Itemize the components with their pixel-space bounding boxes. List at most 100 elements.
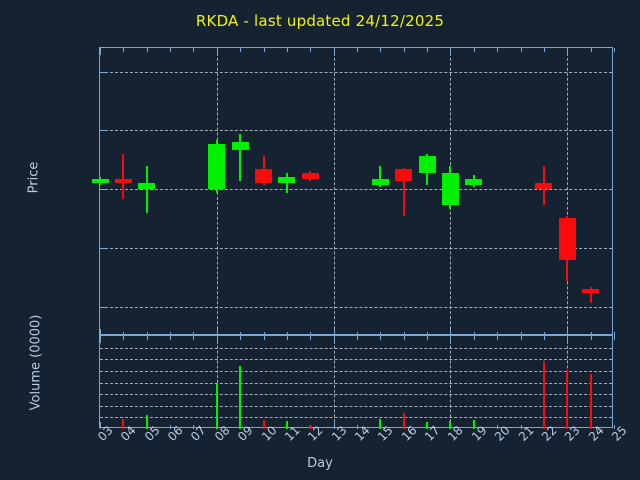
day-tick-mark	[333, 48, 335, 55]
volume-axis-label: Volume (0000)	[28, 314, 44, 411]
day-tick-mark	[170, 332, 172, 336]
day-tick-mark	[427, 332, 429, 336]
day-tick-mark	[216, 329, 218, 336]
day-tick-mark	[123, 48, 125, 52]
day-tick-mark	[614, 332, 615, 336]
price-tick-mark	[100, 247, 105, 249]
price-gridline	[100, 130, 612, 132]
day-tick-mark	[357, 332, 358, 336]
price-gridline	[100, 247, 612, 249]
day-tick-mark	[567, 329, 569, 336]
candle-body	[278, 177, 296, 184]
candlestick	[582, 48, 600, 336]
day-tick-mark	[567, 336, 569, 343]
candlestick	[114, 48, 132, 336]
day-tick-mark	[333, 329, 335, 336]
candle-body	[395, 169, 413, 182]
day-tick-mark	[170, 48, 172, 52]
day-tick-mark	[216, 336, 218, 343]
day-tick-mark	[380, 332, 382, 336]
volume-bar	[589, 373, 592, 429]
day-tick-mark	[193, 425, 195, 429]
day-tick-mark	[146, 336, 148, 340]
day-tick-mark	[263, 48, 265, 52]
day-tick-mark	[590, 332, 592, 336]
day-tick-mark	[100, 48, 101, 55]
volume-gridline	[100, 405, 612, 407]
volume-bar	[426, 422, 429, 429]
day-tick-mark	[286, 48, 288, 52]
day-tick-mark	[497, 336, 499, 340]
candlestick	[371, 48, 389, 336]
candlestick	[558, 48, 576, 336]
day-tick-mark	[123, 332, 125, 336]
day-tick-mark	[310, 48, 312, 52]
chart-title: RKDA - last updated 24/12/2025	[195, 12, 445, 30]
day-tick-mark	[473, 332, 475, 336]
day-tick-mark	[497, 332, 499, 336]
price-gridline	[100, 306, 612, 308]
volume-gridline	[100, 370, 612, 372]
candle-body	[231, 142, 249, 150]
volume-bar	[262, 420, 265, 429]
day-tick-mark	[240, 48, 242, 52]
candle-body	[91, 179, 109, 184]
day-tick-mark	[357, 425, 358, 429]
candlestick	[418, 48, 436, 336]
day-tick-mark	[520, 332, 522, 336]
volume-bar	[239, 365, 242, 429]
day-tick-mark	[520, 336, 522, 340]
candle-body	[371, 179, 389, 186]
candlestick	[535, 48, 553, 336]
day-tick-mark	[170, 425, 172, 429]
day-tick-mark	[333, 422, 335, 429]
candlestick	[301, 48, 319, 336]
day-tick-mark	[614, 425, 615, 429]
candle-body	[441, 173, 459, 205]
day-tick-mark	[193, 48, 195, 52]
candle-body	[582, 288, 600, 293]
day-tick-mark	[263, 336, 265, 340]
candlestick	[395, 48, 413, 336]
volume-bar	[215, 383, 218, 429]
day-tick-mark	[100, 422, 101, 429]
day-tick-mark	[193, 336, 195, 340]
day-tick-mark	[543, 336, 545, 340]
day-tick-mark	[193, 332, 195, 336]
day-tick-mark	[333, 336, 335, 343]
volume-bar	[472, 420, 475, 429]
volume-gridline	[100, 359, 612, 361]
price-axis-label: Price	[26, 161, 42, 194]
day-gridline	[216, 336, 218, 427]
volume-plot-area	[99, 335, 615, 429]
volume-bar	[285, 420, 288, 429]
day-tick-mark	[310, 332, 312, 336]
candle-wick	[589, 287, 592, 303]
price-tick-mark	[100, 189, 105, 191]
candlestick	[278, 48, 296, 336]
candle-body	[255, 169, 273, 184]
volume-bar	[309, 426, 312, 429]
day-tick-mark	[310, 336, 312, 340]
day-tick-mark	[100, 329, 101, 336]
day-tick-mark	[357, 336, 358, 340]
volume-gridline	[100, 417, 612, 419]
price-gridline	[100, 189, 612, 191]
volume-bar	[542, 361, 545, 429]
day-gridline	[450, 336, 452, 427]
volume-gridline	[100, 394, 612, 396]
day-tick-mark	[497, 425, 499, 429]
candle-wick	[379, 165, 382, 188]
day-tick-mark	[403, 336, 405, 340]
candlestick	[441, 48, 459, 336]
day-tick-mark	[240, 336, 242, 340]
day-tick-mark	[450, 329, 452, 336]
day-tick-mark	[380, 336, 382, 340]
day-tick-mark	[450, 336, 452, 343]
candle-body	[208, 144, 226, 190]
day-tick-mark	[286, 336, 288, 340]
candle-body	[114, 179, 132, 184]
day-gridline	[333, 336, 335, 427]
volume-bar	[379, 419, 382, 429]
